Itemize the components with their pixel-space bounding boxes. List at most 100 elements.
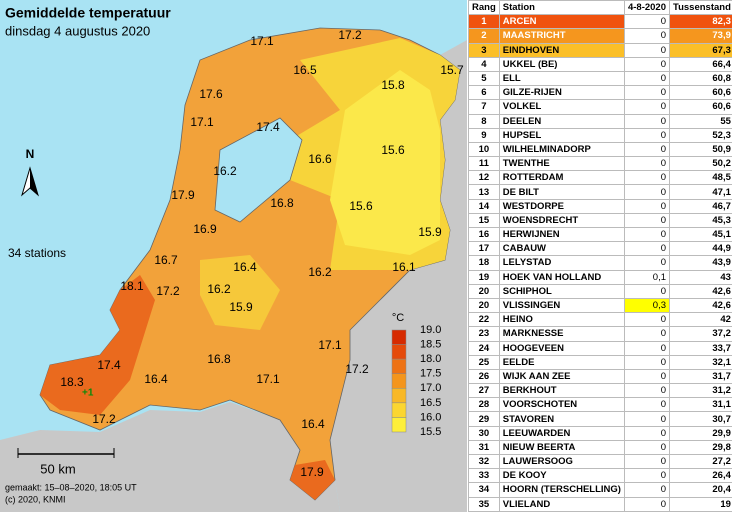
station-temperature: 16.6 — [308, 152, 332, 166]
table-cell: LAUWERSOOG — [498, 453, 625, 470]
table-cell: 0 — [623, 42, 671, 58]
legend-tick-label: 15.5 — [420, 426, 441, 438]
station-temperature: 16.9 — [193, 222, 217, 236]
table-cell: 19 — [468, 269, 500, 285]
station-temperature: 16.8 — [207, 352, 231, 366]
header-cell: Rang — [468, 0, 500, 16]
station-temperature: 17.2 — [338, 28, 362, 42]
table-cell: 45,1 — [669, 226, 732, 243]
legend-swatch — [391, 344, 407, 360]
station-temperature: 17.1 — [190, 115, 214, 129]
table-cell: WOENSDRECHT — [498, 212, 625, 229]
table-cell: 48,5 — [669, 170, 732, 186]
table-row: 5 ELL 0 60,8 — [468, 70, 732, 87]
table-cell: EINDHOVEN — [498, 42, 625, 58]
table-cell: HOOGEVEEN — [498, 340, 625, 356]
table-row: 23 MARKNESSE 0 37,2 — [468, 326, 732, 342]
table-cell: 10 — [468, 141, 500, 158]
table-cell: 0 — [623, 411, 671, 427]
north-arrow-shade — [30, 168, 38, 195]
table-cell: 30 — [468, 425, 500, 441]
table-cell: 0 — [623, 14, 671, 30]
table-row: 13 DE BILT 0 47,1 — [468, 184, 732, 200]
table-cell: 0 — [623, 241, 671, 257]
table-cell: DE KOOY — [498, 468, 625, 484]
station-temperature: 17.1 — [256, 372, 280, 386]
table-row: 15 WOENSDRECHT 0 45,3 — [468, 212, 732, 229]
table-cell: HOEK VAN HOLLAND — [498, 269, 625, 285]
table-cell: 66,4 — [669, 56, 732, 72]
ranking-table: Rang Station 4-8-2020 Tussenstand 1 ARCEN 0 82… — [468, 0, 732, 512]
table-cell: 4 — [468, 56, 500, 72]
table-cell: 0 — [623, 255, 671, 271]
table-cell: 20 — [468, 283, 500, 299]
table-cell: 42,6 — [669, 283, 732, 299]
table-cell: 42,6 — [669, 297, 732, 314]
table-cell: 0 — [623, 170, 671, 186]
table-cell: 25 — [468, 354, 500, 370]
table-cell: 0 — [623, 312, 671, 328]
map-subtitle: dinsdag 4 augustus 2020 — [5, 23, 150, 38]
table-cell: 0 — [623, 482, 671, 498]
table-cell: 27 — [468, 383, 500, 399]
table-cell: VOORSCHOTEN — [498, 397, 625, 413]
table-row: 2 MAASTRICHT 0 73,9 — [468, 28, 732, 44]
table-cell: 0 — [623, 184, 671, 200]
table-cell: 31,2 — [669, 383, 732, 399]
table-cell: 0 — [623, 226, 671, 243]
table-cell: 29 — [468, 411, 500, 427]
header-cell: 4-8-2020 — [623, 0, 671, 16]
station-temperature: 17.9 — [300, 465, 324, 479]
station-temperature: 16.2 — [207, 282, 231, 296]
table-cell: 0 — [623, 283, 671, 299]
header-cell: Tussenstand — [669, 0, 732, 16]
table-cell: EELDE — [498, 354, 625, 370]
table-cell: STAVOREN — [498, 411, 625, 427]
legend-tick-label: 18.0 — [420, 353, 441, 365]
station-temperature: 15.6 — [381, 143, 405, 157]
table-row: 8 DEELEN 0 55 — [468, 113, 732, 129]
table-cell: 67,3 — [669, 42, 732, 58]
table-cell: VLISSINGEN — [498, 297, 625, 314]
table-cell: 0 — [623, 354, 671, 370]
table-row: 4 UKKEL (BE) 0 66,4 — [468, 56, 732, 72]
table-cell: MARKNESSE — [498, 326, 625, 342]
land-abroad — [330, 40, 467, 512]
table-cell: HERWIJNEN — [498, 226, 625, 243]
table-cell: 13 — [468, 184, 500, 200]
table-cell: 0 — [623, 99, 671, 115]
legend-tick-label: 19.0 — [420, 324, 441, 336]
table-cell: 26 — [468, 368, 500, 385]
table-cell: 9 — [468, 127, 500, 143]
table-row: 1 ARCEN 0 82,3 — [468, 14, 732, 30]
table-cell: 0 — [623, 453, 671, 470]
table-cell: 5 — [468, 70, 500, 87]
table-cell: 45,3 — [669, 212, 732, 229]
table-cell: 11 — [468, 156, 500, 172]
table-cell: 29,8 — [669, 439, 732, 456]
cool-zone-center — [200, 255, 280, 330]
table-cell: 0 — [623, 368, 671, 385]
footer: gemaakt: 15–08–2020, 18:05 UT — [5, 482, 137, 492]
table-row: 22 HEINO 0 42 — [468, 312, 732, 328]
table-cell: NIEUW BEERTA — [498, 439, 625, 456]
header-cell: Station — [498, 0, 625, 16]
table-row: 14 WESTDORPE 0 46,7 — [468, 198, 732, 214]
table-row: 29 STAVOREN 0 30,7 — [468, 411, 732, 427]
station-temperature: 15.8 — [381, 78, 405, 92]
table-row: 20 VLISSINGEN 0,3 42,6 — [468, 297, 732, 314]
table-row: 27 BERKHOUT 0 31,2 — [468, 383, 732, 399]
table-cell: 0 — [623, 425, 671, 441]
table-row: 20 SCHIPHOL 0 42,6 — [468, 283, 732, 299]
table-cell: 31,7 — [669, 368, 732, 385]
hot-zone-south — [290, 460, 335, 500]
table-cell: 6 — [468, 85, 500, 101]
table-cell: 0 — [623, 56, 671, 72]
table-row: 7 VOLKEL 0 60,6 — [468, 99, 732, 115]
table-row: 9 HUPSEL 0 52,3 — [468, 127, 732, 143]
legend-tick-label: 16.0 — [420, 411, 441, 423]
table-cell: 73,9 — [669, 28, 732, 44]
annotation: +1 — [82, 388, 94, 399]
table-cell: 42 — [669, 312, 732, 328]
table-cell: 0 — [623, 326, 671, 342]
